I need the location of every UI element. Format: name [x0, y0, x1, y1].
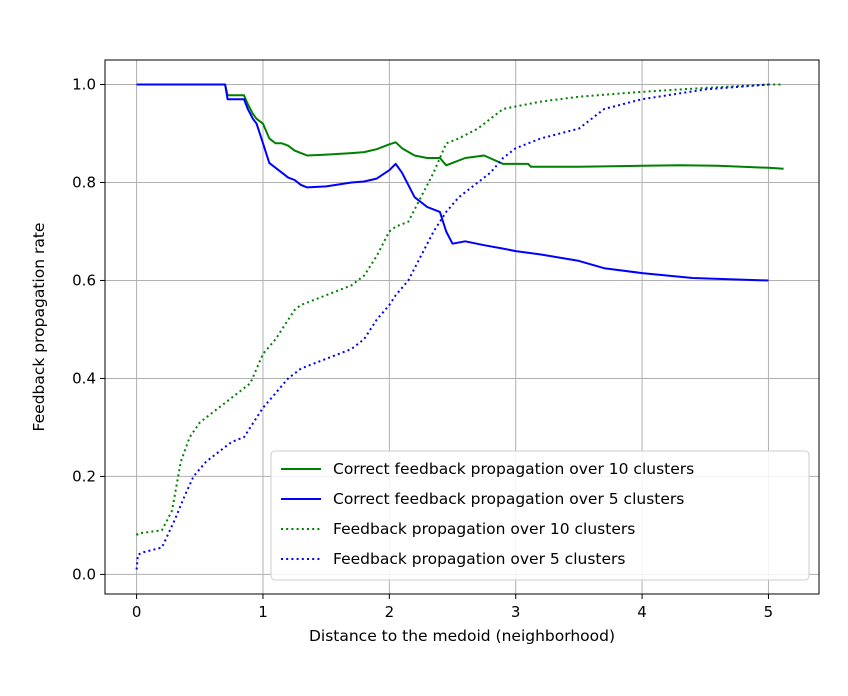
y-tick-label: 0.6 — [72, 271, 96, 289]
y-tick-label: 1.0 — [72, 75, 96, 93]
legend-label-2: Correct feedback propagation over 5 clus… — [333, 490, 684, 508]
x-tick-label: 5 — [764, 603, 774, 621]
legend: Correct feedback propagation over 10 clu… — [270, 450, 810, 581]
x-tick-label: 4 — [637, 603, 647, 621]
legend-label-1: Correct feedback propagation over 10 clu… — [333, 460, 694, 478]
series-line-3 — [135, 83, 782, 536]
x-tick-label: 2 — [385, 603, 395, 621]
series-lines — [135, 83, 784, 570]
y-tick-label: 0.8 — [72, 173, 96, 191]
y-tick-label: 0.4 — [72, 369, 96, 387]
x-tick-label: 3 — [511, 603, 521, 621]
x-tick-label: 1 — [258, 603, 268, 621]
y-axis-label: Feedback propagation rate — [30, 223, 48, 432]
legend-label-4: Feedback propagation over 5 clusters — [333, 550, 625, 568]
series-line-2 — [136, 83, 769, 282]
plot-area-frame — [104, 59, 820, 595]
legend-box — [270, 450, 810, 581]
series-line-4 — [135, 83, 769, 570]
y-tick-label: 0.2 — [72, 467, 96, 485]
x-axis-label: Distance to the medoid (neighborhood) — [309, 627, 615, 645]
x-tick-label: 0 — [132, 603, 142, 621]
axis-ticks: 0 1 2 3 4 5 0.0 0.2 0.4 0.6 0.8 1.0 — [72, 75, 773, 621]
y-tick-label: 0.0 — [72, 565, 96, 583]
legend-label-3: Feedback propagation over 10 clusters — [333, 520, 635, 538]
series-line-1 — [136, 83, 784, 170]
